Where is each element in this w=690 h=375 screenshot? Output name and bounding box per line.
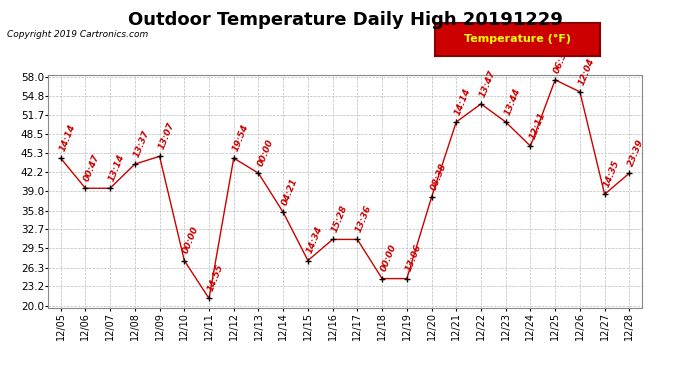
Text: 19:54: 19:54 — [231, 123, 250, 153]
Text: 00:47: 00:47 — [83, 153, 101, 183]
Text: 13:36: 13:36 — [355, 204, 374, 234]
Text: 12:04: 12:04 — [577, 56, 596, 86]
Text: 23:39: 23:39 — [627, 138, 646, 168]
Text: 14:55: 14:55 — [206, 263, 226, 293]
Text: 14:35: 14:35 — [602, 159, 621, 189]
Text: 06:31: 06:31 — [553, 44, 571, 74]
Text: 13:14: 13:14 — [108, 153, 126, 183]
Text: 14:14: 14:14 — [453, 87, 473, 116]
Text: 00:00: 00:00 — [256, 138, 275, 168]
Text: 08:38: 08:38 — [428, 162, 448, 192]
Text: 13:47: 13:47 — [478, 69, 497, 98]
Text: 04:21: 04:21 — [280, 177, 299, 207]
Text: 13:07: 13:07 — [157, 121, 176, 151]
Text: 13:44: 13:44 — [503, 87, 522, 116]
Text: 14:34: 14:34 — [305, 225, 324, 255]
Text: 13:37: 13:37 — [132, 129, 151, 159]
Text: Copyright 2019 Cartronics.com: Copyright 2019 Cartronics.com — [7, 30, 148, 39]
Text: 15:28: 15:28 — [330, 204, 349, 234]
Text: 00:00: 00:00 — [181, 225, 201, 255]
Text: Temperature (°F): Temperature (°F) — [464, 34, 571, 44]
Text: Outdoor Temperature Daily High 20191229: Outdoor Temperature Daily High 20191229 — [128, 11, 562, 29]
Text: 00:00: 00:00 — [380, 243, 398, 273]
Text: 12:11: 12:11 — [528, 111, 546, 141]
Text: 13:06: 13:06 — [404, 243, 423, 273]
Text: 14:14: 14:14 — [58, 123, 77, 153]
